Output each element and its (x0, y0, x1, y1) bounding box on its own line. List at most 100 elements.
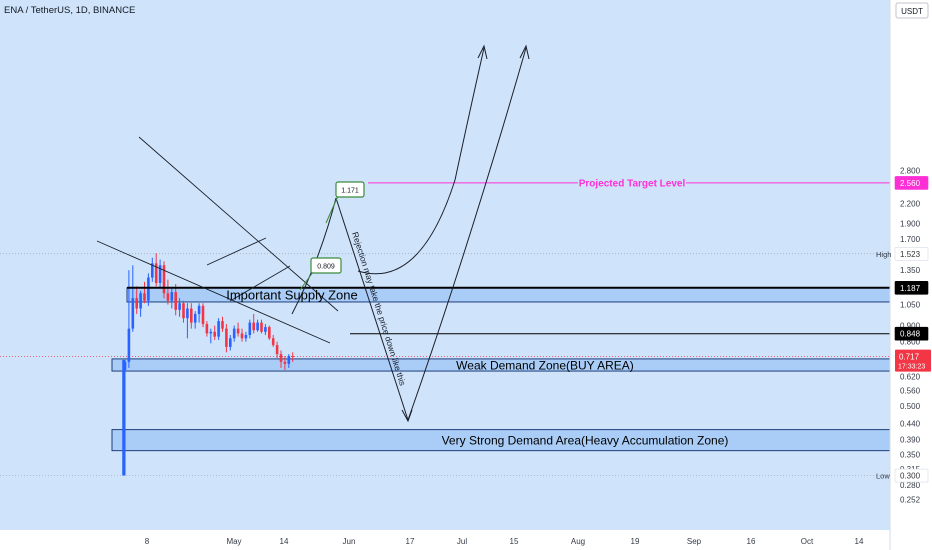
candle[interactable] (283, 356, 287, 371)
candle[interactable] (275, 341, 279, 358)
callout-pointer (325, 195, 339, 224)
candle[interactable] (193, 311, 197, 329)
x-tick-label: 14 (855, 537, 864, 546)
candle-body (135, 298, 138, 309)
candle[interactable] (135, 286, 138, 314)
y-tick-label: 1.050 (900, 301, 921, 310)
price-callout[interactable]: 0.809 (310, 257, 342, 274)
candle[interactable] (264, 324, 267, 335)
price-marker-box (894, 326, 929, 341)
candle[interactable] (213, 325, 216, 340)
candle[interactable] (217, 318, 220, 340)
candle[interactable] (197, 303, 201, 323)
x-tick-label: Aug (571, 537, 585, 546)
candle-body (190, 308, 193, 323)
price-marker[interactable]: 2.560 (894, 176, 929, 190)
candle[interactable] (205, 321, 209, 337)
candle-body (275, 345, 279, 355)
candle[interactable] (139, 290, 142, 317)
zone-label: Weak Demand Zone(BUY AREA) (456, 358, 634, 372)
arrow-head (401, 409, 413, 423)
wedge-lower-line (96, 240, 331, 344)
y-tick-label: 1.900 (900, 220, 921, 229)
candle[interactable] (236, 322, 240, 337)
x-tick-label: Jul (457, 537, 467, 546)
candle[interactable] (244, 331, 248, 342)
price-marker[interactable]: 0.300 Low (876, 468, 929, 483)
candle-body (193, 313, 197, 323)
candle-body (221, 321, 224, 329)
y-tick-label: 0.280 (900, 481, 921, 490)
wedge-upper-line (138, 136, 339, 312)
candle[interactable] (147, 273, 150, 306)
candle[interactable] (127, 270, 131, 368)
candle[interactable] (225, 324, 228, 353)
candle[interactable] (123, 359, 127, 476)
candle[interactable] (248, 319, 252, 339)
y-tick-label: 0.620 (900, 372, 921, 381)
current-price-countdown: 17:33:23 (898, 364, 925, 371)
candle[interactable] (154, 253, 158, 287)
candle[interactable] (182, 300, 185, 323)
candle[interactable] (158, 259, 162, 289)
candle[interactable] (209, 328, 213, 344)
price-marker[interactable]: 1.187 (894, 280, 929, 295)
price-marker-box (894, 468, 929, 483)
pennant-upper-line (206, 237, 267, 266)
current-price-marker[interactable]: 0.717 17:33:23 (895, 349, 931, 372)
price-callout[interactable]: 1.171 (335, 181, 365, 198)
candle[interactable] (287, 354, 291, 368)
arrow-head (519, 44, 530, 60)
candle-body (260, 322, 263, 332)
y-tick-label: 0.900 (900, 322, 921, 331)
x-tick-label: 17 (406, 537, 415, 546)
candle-body (244, 334, 248, 339)
candle-body (225, 328, 228, 347)
candle[interactable] (240, 328, 244, 342)
arrow-head (477, 44, 488, 60)
candle-body (158, 265, 162, 283)
candle[interactable] (170, 288, 174, 309)
candle[interactable] (143, 281, 146, 304)
candle[interactable] (166, 279, 170, 305)
y-tick-label: 0.500 (900, 402, 921, 411)
candle-body (279, 354, 283, 362)
candle[interactable] (131, 265, 135, 332)
candle-body (151, 263, 154, 278)
time-axis[interactable] (0, 530, 890, 550)
candle-body (174, 292, 177, 310)
candle[interactable] (174, 284, 177, 316)
price-marker[interactable]: 1.523 High (876, 246, 929, 261)
candle[interactable] (201, 303, 205, 328)
candle[interactable] (232, 325, 236, 342)
candle[interactable] (291, 352, 294, 362)
currency-badge[interactable] (895, 2, 929, 19)
candle[interactable] (186, 303, 189, 339)
price-axis[interactable] (890, 0, 932, 550)
candle[interactable] (221, 316, 224, 332)
candle-body (291, 356, 294, 358)
price-marker-box (894, 246, 929, 261)
candle[interactable] (256, 319, 259, 332)
candle[interactable] (271, 334, 275, 347)
price-marker[interactable]: 0.848 (894, 326, 929, 341)
x-tick-label: 8 (145, 537, 150, 546)
candle-body (229, 338, 232, 347)
candle[interactable] (268, 325, 271, 340)
candle[interactable] (260, 319, 263, 334)
current-price-value: 0.717 (899, 353, 920, 362)
candle-body (178, 303, 181, 310)
candle-body (139, 293, 142, 309)
candle[interactable] (252, 313, 255, 334)
price-marker-box (894, 280, 929, 295)
candle[interactable] (190, 303, 193, 329)
candle[interactable] (178, 298, 181, 317)
current-price-box (895, 349, 931, 372)
candle[interactable] (162, 261, 166, 299)
price-marker-box (894, 176, 929, 190)
candle[interactable] (229, 334, 232, 351)
candle[interactable] (151, 257, 154, 282)
candle-body (170, 292, 174, 301)
candle[interactable] (279, 350, 283, 368)
